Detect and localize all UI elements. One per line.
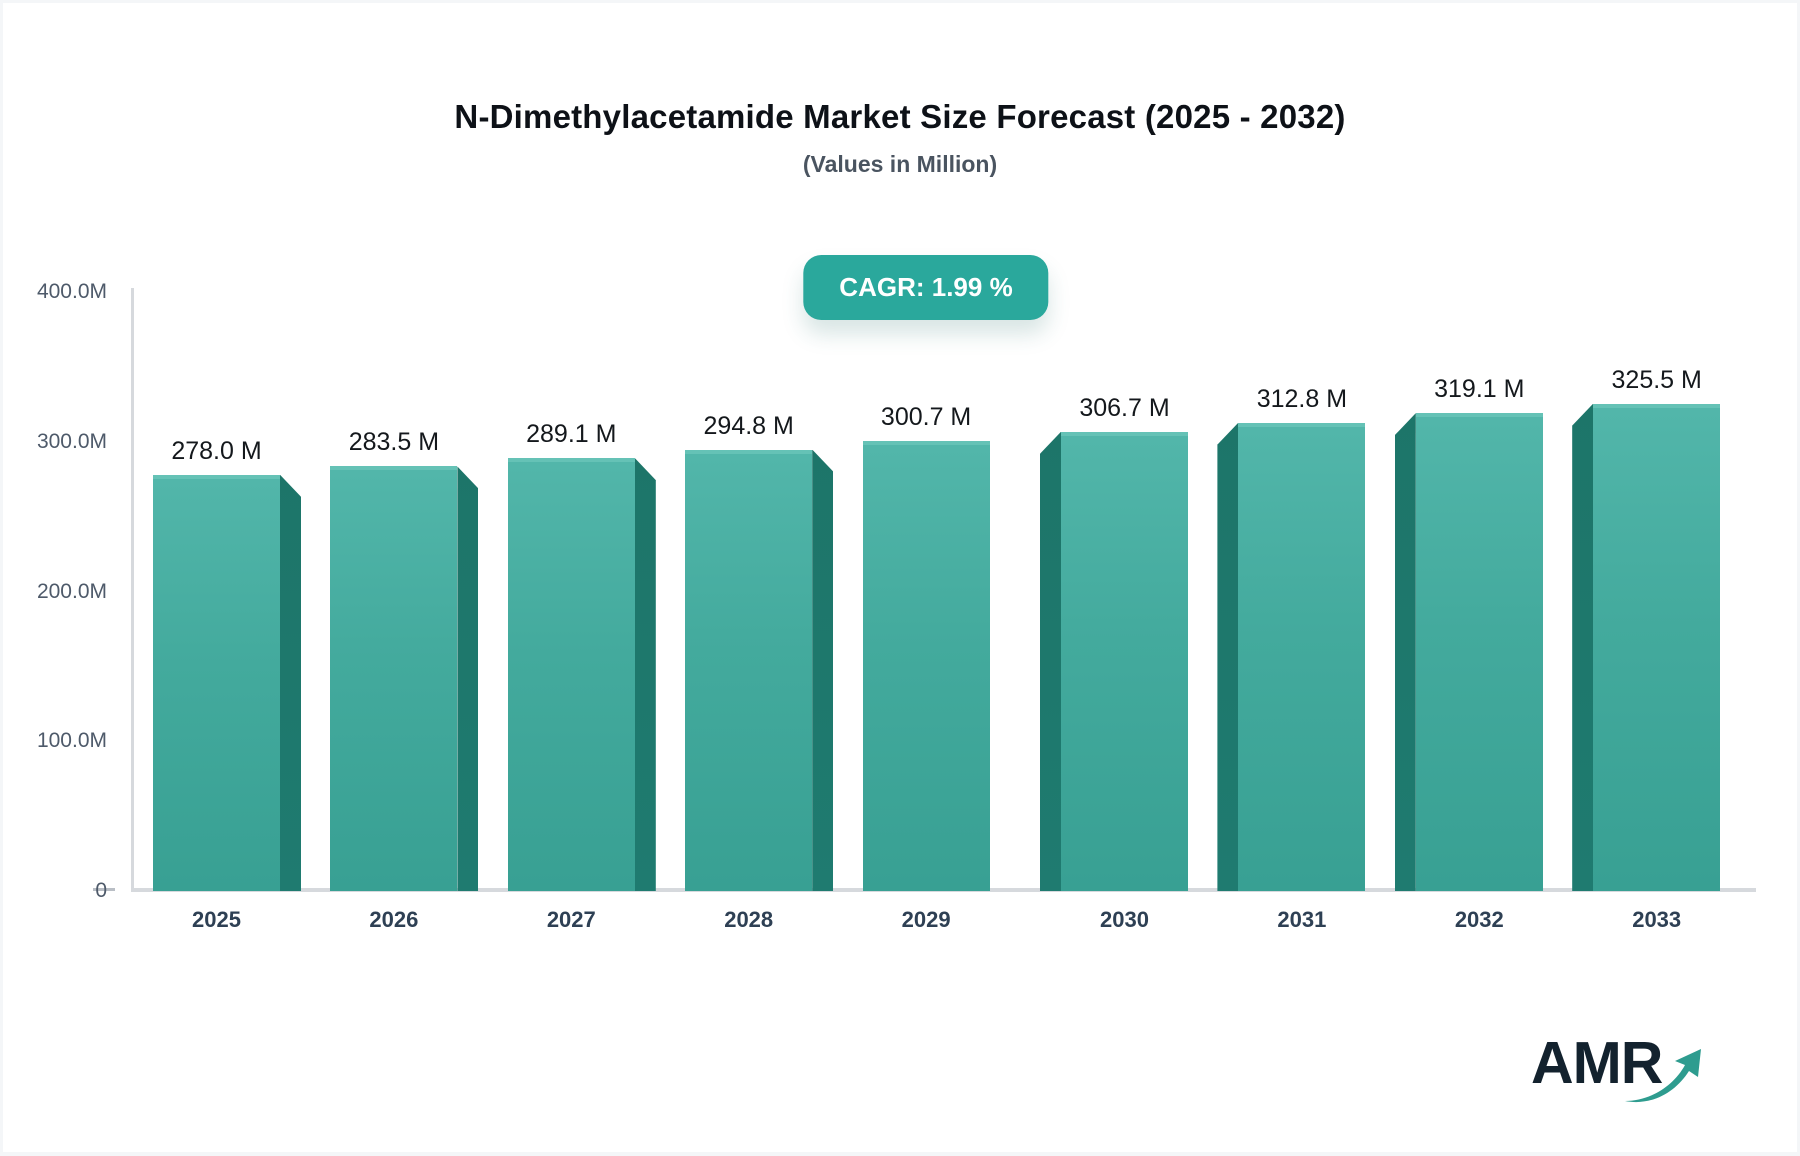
y-axis-label: 300.0M	[36, 429, 107, 453]
bar-side-face	[280, 474, 301, 891]
bar-side-face	[1217, 422, 1239, 891]
bar-front-face	[1061, 431, 1188, 891]
y-axis-line	[131, 288, 134, 891]
x-axis-label: 2029	[901, 907, 951, 932]
growth-arrow-icon	[1625, 1049, 1701, 1103]
cagr-badge: CAGR: 1.99 %	[803, 255, 1049, 320]
x-axis-label: 2033	[1632, 907, 1682, 932]
x-axis-label: 2027	[546, 907, 596, 932]
x-axis-label: 2030	[1100, 907, 1149, 932]
zero-tick-mark	[93, 888, 115, 891]
bar-side-face	[1394, 413, 1416, 891]
bar-front-face	[1415, 413, 1543, 891]
bar-2025[interactable]	[153, 474, 301, 891]
bar-2029[interactable]	[862, 440, 990, 891]
bar-front-face	[153, 474, 280, 891]
chart-subtitle: (Values in Million)	[802, 151, 998, 177]
x-axis-label: 2031	[1277, 907, 1327, 932]
bar-side-face	[1572, 403, 1594, 891]
bar-2030[interactable]	[1040, 431, 1188, 891]
bar-front-face	[507, 458, 635, 891]
bar-value-label: 325.5 M	[1611, 365, 1702, 394]
bar-value-label: 306.7 M	[1079, 393, 1170, 422]
x-axis-label: 2028	[724, 907, 774, 932]
bar-front-face	[1593, 403, 1721, 891]
x-axis-label: 2026	[369, 907, 419, 932]
bar-2032[interactable]	[1394, 413, 1543, 891]
plot-area: 0 100.0M 200.0M 300.0M 400.0M 278.0 M 283.5 M…	[3, 3, 1797, 1152]
bar-front-face	[1238, 422, 1366, 891]
bar-side-face	[634, 458, 656, 891]
x-axis-label: 2032	[1454, 907, 1504, 932]
bar-side-face	[457, 466, 479, 891]
bar-value-label: 289.1 M	[526, 420, 617, 449]
bar-2033[interactable]	[1572, 403, 1721, 891]
bar-value-label: 319.1 M	[1434, 375, 1525, 404]
bar-2027[interactable]	[507, 458, 656, 891]
chart-title: N-Dimethylacetamide Market Size Forecast…	[454, 98, 1346, 135]
x-axis-label: 2025	[192, 907, 241, 932]
bar-side-face	[812, 449, 834, 891]
bar-value-label: 294.8 M	[703, 411, 794, 440]
y-axis-label: 100.0M	[36, 729, 107, 753]
bar-value-label: 312.8 M	[1256, 384, 1348, 413]
bar-2031[interactable]	[1217, 422, 1366, 891]
logo: AMR	[1531, 1033, 1731, 1113]
bar-front-face	[685, 449, 813, 891]
y-axis-label: 0	[95, 879, 107, 902]
bar-side-face	[1040, 431, 1061, 891]
bar-front-face	[862, 440, 990, 891]
y-axis-label: 400.0M	[36, 280, 107, 303]
bar-value-label: 278.0 M	[171, 436, 262, 465]
bar-value-label: 300.7 M	[880, 402, 972, 431]
logo-text: AMR	[1531, 1030, 1663, 1096]
bar-front-face	[330, 466, 458, 891]
bar-value-label: 283.5 M	[348, 428, 440, 457]
y-axis-label: 200.0M	[36, 579, 107, 603]
chart-card: N-Dimethylacetamide Market Size Forecast…	[3, 3, 1797, 1152]
bar-2026[interactable]	[330, 466, 479, 891]
bar-2028[interactable]	[685, 449, 834, 891]
